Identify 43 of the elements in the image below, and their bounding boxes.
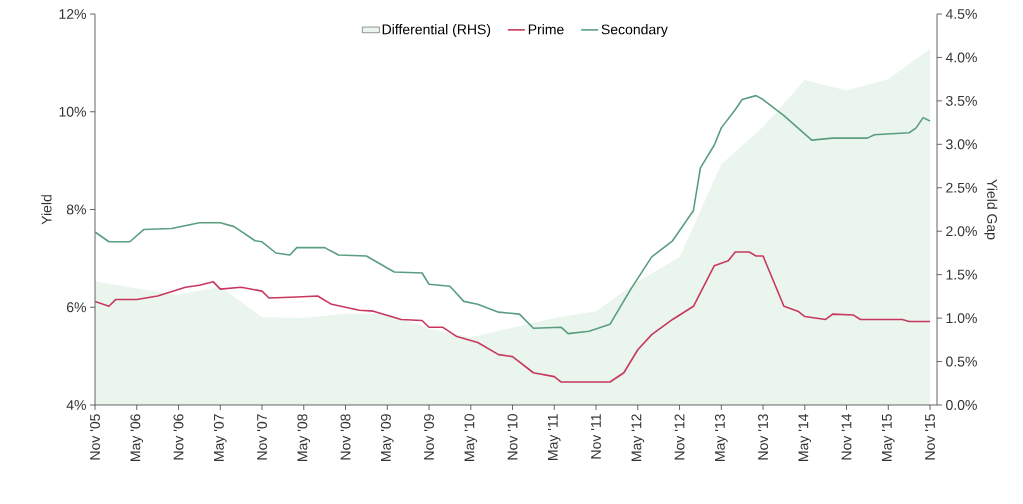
y2-tick-label: 3.5%: [946, 95, 977, 106]
y2-tick-label: 4.5%: [945, 9, 977, 19]
x-tick-label: Nov '06: [173, 414, 184, 460]
x-tick-label: Nov '09: [424, 414, 434, 460]
x-tick-label: Nov '14: [841, 413, 852, 460]
y2-tick-label: 3.0%: [946, 139, 977, 150]
x-tick-label: Nov '10: [507, 414, 518, 460]
y-tick-label: 6%: [66, 302, 86, 313]
legend-label: Secondary: [601, 24, 668, 38]
x-tick-label: Nov '12: [674, 414, 685, 460]
y2-tick-label: 2.0%: [946, 226, 977, 237]
y2-tick-label: 1.5%: [946, 269, 977, 280]
y2-tick-label: 0.5%: [946, 356, 977, 367]
legend-label: Differential (RHS): [382, 24, 491, 38]
x-tick-label: Nov '07: [257, 414, 267, 460]
y-tick-label: 12%: [59, 9, 86, 19]
y-tick-label: 8%: [66, 204, 86, 215]
x-tick-label: May '07: [213, 414, 227, 461]
y2-tick-label: 4.0%: [945, 52, 977, 63]
x-tick-label: May '08: [297, 414, 311, 461]
x-tick-label: May '12: [631, 414, 645, 461]
x-tick-label: Nov '05: [90, 414, 100, 460]
y-tick-label: 10%: [59, 106, 86, 117]
line-series: [95, 251, 931, 383]
y2-tick-label: 0.0%: [946, 400, 977, 410]
x-tick-label: May '13: [714, 414, 728, 461]
y2-axis-title: Yield Gap: [984, 179, 998, 240]
x-tick-label: May '11: [548, 414, 561, 460]
y-tick-label: 4%: [66, 400, 86, 410]
line-series: [95, 94, 931, 335]
x-tick-label: Nov '15: [925, 414, 935, 460]
y2-tick-label: 1.0%: [946, 313, 977, 324]
x-tick-label: May '09: [380, 414, 394, 461]
x-tick-label: Nov '08: [340, 414, 351, 460]
x-tick-label: May '06: [130, 414, 144, 461]
x-tick-label: May '10: [464, 414, 478, 461]
x-tick-label: May '15: [882, 414, 895, 461]
legend-label: Prime: [528, 24, 564, 35]
x-tick-label: Nov '13: [758, 414, 768, 460]
y-axis-title: Yield: [41, 195, 52, 225]
y2-tick-label: 2.5%: [946, 182, 977, 193]
x-tick-label: May '14: [798, 413, 812, 461]
x-tick-label: Nov '11: [591, 414, 601, 459]
